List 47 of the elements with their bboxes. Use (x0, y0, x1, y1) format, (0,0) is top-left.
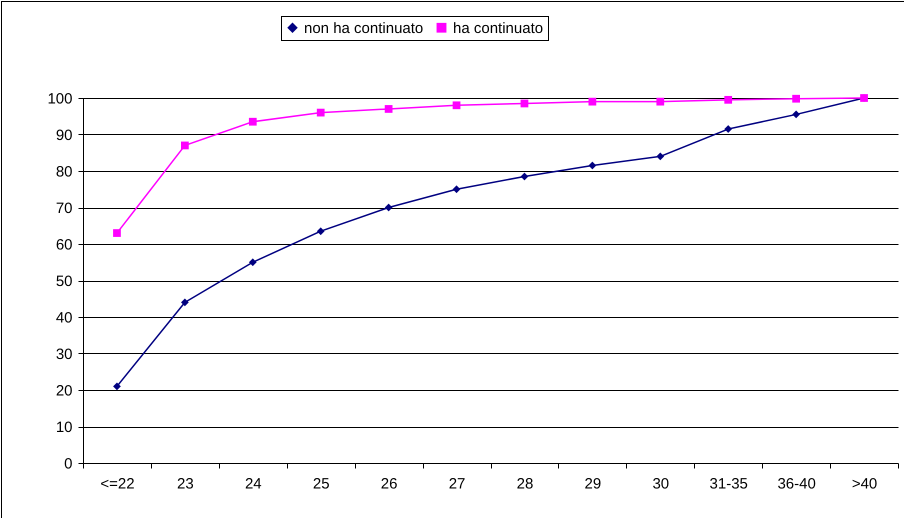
point (384, 105, 392, 113)
y-tick-label: 20 (56, 382, 72, 400)
y-tick-label: 40 (56, 310, 72, 326)
point (248, 118, 257, 126)
point (316, 227, 325, 236)
point (588, 98, 596, 106)
point (792, 94, 800, 103)
y-tick-label: 70 (56, 200, 72, 217)
legend-label: non ha continuato (304, 20, 424, 37)
point (656, 98, 664, 106)
point (656, 152, 664, 160)
point (248, 258, 257, 266)
x-tick-label: 31-35 (710, 476, 748, 492)
point (792, 110, 800, 118)
y-tick-label: 0 (64, 456, 72, 472)
point (588, 162, 596, 170)
x-tick-label: 25 (312, 476, 330, 492)
y-tick-label: 50 (56, 273, 72, 290)
y-tick-label: 90 (56, 127, 72, 144)
point (724, 96, 732, 104)
legend-label: ha continuato (453, 20, 544, 37)
point (113, 229, 121, 237)
x-tick-label: 23 (177, 476, 194, 492)
point (113, 382, 121, 390)
x-tick-label: 28 (516, 476, 534, 492)
x-tick-label: 26 (380, 476, 398, 492)
x-tick-label: >40 (852, 476, 878, 492)
x-tick-label: 27 (448, 476, 466, 492)
point (181, 298, 189, 306)
point (452, 185, 460, 194)
point (384, 204, 392, 212)
y-tick-label: 100 (47, 90, 72, 108)
x-tick-label: 24 (244, 476, 262, 492)
point (316, 108, 325, 116)
x-tick-label: 36-40 (777, 476, 816, 492)
point (520, 100, 528, 108)
x-tick-label: 29 (584, 476, 602, 492)
y-tick-label: 10 (56, 419, 72, 436)
y-tick-label: 60 (56, 236, 72, 254)
x-tick-label: <=22 (100, 476, 135, 492)
y-tick-label: 30 (56, 346, 72, 363)
x-tick-label: 30 (652, 476, 670, 492)
point (520, 172, 528, 180)
y-tick-label: 80 (56, 164, 72, 180)
point (724, 125, 732, 133)
point (452, 101, 460, 110)
point (181, 142, 189, 150)
